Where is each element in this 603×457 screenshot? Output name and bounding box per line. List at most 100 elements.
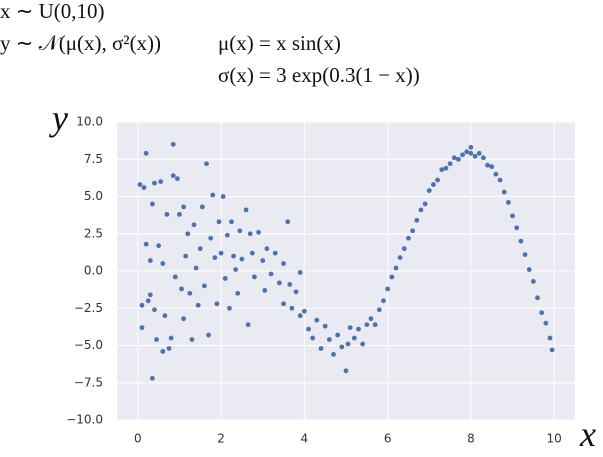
- point: [220, 194, 226, 199]
- point: [468, 150, 474, 156]
- point: [360, 341, 366, 347]
- point: [141, 185, 147, 190]
- point: [435, 177, 440, 183]
- point: [152, 307, 157, 313]
- y-tick-label: 0.0: [84, 264, 103, 278]
- point: [306, 326, 311, 332]
- point: [249, 250, 255, 256]
- point: [231, 253, 236, 259]
- point: [526, 267, 532, 272]
- point: [301, 308, 307, 314]
- point: [530, 279, 536, 284]
- point: [289, 305, 295, 311]
- point: [345, 341, 351, 347]
- point: [208, 235, 214, 241]
- point: [139, 325, 145, 331]
- point: [160, 349, 166, 354]
- point: [139, 302, 145, 308]
- point: [229, 219, 234, 225]
- point: [376, 307, 382, 313]
- point: [172, 274, 178, 280]
- point: [351, 335, 357, 341]
- point: [168, 335, 174, 341]
- y-axis-label: y: [49, 98, 68, 138]
- point: [339, 344, 345, 350]
- point: [310, 335, 316, 341]
- point: [549, 347, 555, 353]
- annotation: σ(x) = 3 exp(0.3(1 − x)): [218, 63, 420, 87]
- point: [245, 322, 251, 328]
- point: [514, 225, 520, 231]
- point: [252, 274, 257, 280]
- point: [281, 301, 286, 307]
- point: [149, 375, 155, 381]
- y-tick-label: 2.5: [84, 226, 103, 240]
- point: [210, 192, 216, 198]
- point: [414, 217, 420, 223]
- point: [181, 204, 187, 210]
- point: [314, 317, 320, 323]
- point: [227, 305, 232, 311]
- point: [224, 232, 230, 238]
- point: [239, 256, 245, 262]
- point: [166, 346, 172, 351]
- point: [439, 167, 445, 173]
- point: [364, 322, 370, 328]
- point: [481, 155, 486, 161]
- point: [216, 219, 222, 225]
- point: [368, 316, 374, 322]
- point: [389, 274, 395, 280]
- point: [214, 301, 220, 307]
- x-tick-label: 2: [217, 432, 225, 446]
- point: [297, 270, 303, 275]
- point: [170, 173, 176, 179]
- y-tick-label: 7.5: [84, 152, 103, 166]
- point: [443, 165, 449, 171]
- point: [460, 152, 465, 158]
- y-tick-label: 5.0: [84, 189, 103, 203]
- point: [410, 228, 416, 234]
- point: [156, 243, 162, 249]
- point: [493, 171, 499, 177]
- point: [206, 332, 212, 338]
- point: [137, 182, 143, 187]
- point: [243, 207, 249, 213]
- point: [162, 313, 168, 319]
- point: [272, 250, 278, 256]
- point: [464, 149, 470, 155]
- point: [422, 201, 428, 207]
- point: [191, 222, 197, 228]
- point: [547, 335, 553, 341]
- point: [160, 261, 166, 266]
- point: [287, 282, 293, 287]
- point: [158, 179, 164, 185]
- point: [468, 144, 474, 150]
- point: [497, 177, 503, 183]
- point: [397, 255, 403, 260]
- x-tick-label: 6: [384, 432, 392, 446]
- y-tick-label: −5.0: [74, 338, 103, 352]
- y-tick-label: −10.0: [66, 413, 103, 427]
- point: [222, 276, 228, 281]
- point: [143, 150, 149, 156]
- point: [518, 238, 524, 244]
- point: [268, 271, 274, 277]
- point: [183, 253, 189, 259]
- point: [233, 267, 239, 272]
- x-tick-label: 0: [134, 432, 142, 446]
- point: [181, 316, 187, 322]
- point: [356, 326, 361, 332]
- point: [195, 302, 201, 308]
- point: [535, 295, 540, 301]
- point: [145, 298, 151, 304]
- annotation: x ∼ U(0,10): [0, 0, 105, 23]
- y-tick-label: −2.5: [74, 301, 103, 315]
- point: [187, 290, 193, 296]
- point: [505, 200, 511, 205]
- point: [143, 241, 149, 247]
- point: [431, 182, 436, 187]
- x-tick-label: 10: [547, 432, 562, 446]
- point: [485, 162, 490, 168]
- annotation: y ∼ 𝒩(μ(x), σ²(x)): [0, 31, 161, 55]
